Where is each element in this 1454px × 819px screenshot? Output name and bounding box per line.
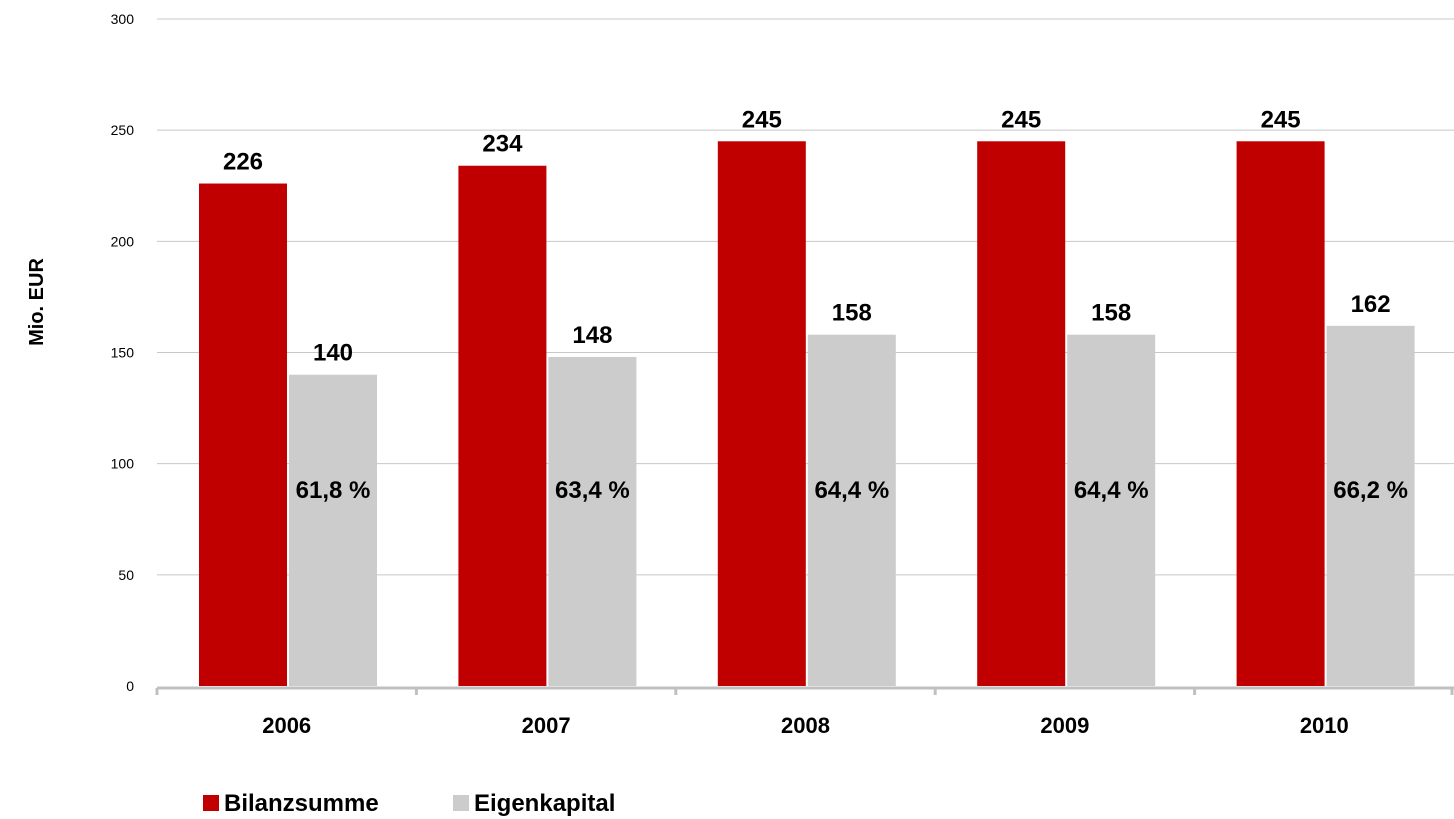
percent-label: 63,4 % (555, 477, 630, 504)
data-label: 226 (223, 149, 263, 176)
y-tick-label: 0 (126, 678, 134, 694)
bar-bilanzsumme-2008 (717, 141, 806, 687)
legend-swatch-eigenkapital (453, 795, 469, 811)
data-label: 158 (832, 300, 872, 327)
bar-eigenkapital-2008 (807, 334, 896, 686)
data-labels: 226 140 61,8 % 234 148 63,4 % 245 158 64,4 % 245 1… (223, 106, 1408, 504)
data-label: 245 (742, 106, 782, 133)
bar-eigenkapital-2009 (1067, 334, 1156, 686)
data-label: 234 (482, 131, 523, 158)
y-axis-ticks: 0 50 100 150 200 250 300 (111, 11, 135, 694)
bar-bilanzsumme-2007 (458, 165, 547, 687)
percent-label: 64,4 % (814, 477, 889, 504)
bar-bilanzsumme-2010 (1236, 141, 1325, 687)
data-label: 148 (572, 322, 612, 349)
bar-bilanzsumme-2006 (199, 183, 287, 686)
x-tick-label: 2010 (1300, 713, 1349, 738)
legend-swatch-bilanzsumme (203, 795, 219, 811)
legend-label: Eigenkapital (474, 790, 615, 817)
percent-label: 64,4 % (1074, 477, 1149, 504)
y-tick-label: 200 (111, 233, 135, 249)
data-label: 140 (313, 340, 353, 367)
y-axis-label: Mio. EUR (26, 258, 48, 346)
bar-eigenkapital-2006 (289, 374, 377, 686)
percent-label: 66,2 % (1333, 477, 1408, 504)
x-tick-label: 2007 (522, 713, 571, 738)
y-tick-label: 150 (111, 345, 135, 361)
x-tick-label: 2006 (262, 713, 311, 738)
x-tick-label: 2008 (781, 713, 830, 738)
data-label: 158 (1091, 300, 1131, 327)
data-label: 245 (1001, 106, 1041, 133)
y-tick-label: 50 (118, 567, 134, 583)
y-tick-label: 100 (111, 456, 135, 472)
legend-label: Bilanzsumme (224, 790, 379, 817)
bars (199, 141, 1415, 687)
y-tick-label: 300 (111, 11, 135, 27)
bar-eigenkapital-2007 (548, 356, 637, 686)
x-tick-label: 2009 (1040, 713, 1089, 738)
bar-eigenkapital-2010 (1326, 325, 1415, 686)
percent-label: 61,8 % (296, 477, 371, 504)
x-axis: 2006 2007 2008 2009 2010 (155, 686, 1454, 738)
data-label: 245 (1261, 106, 1301, 133)
bar-bilanzsumme-2009 (977, 141, 1066, 687)
legend: Bilanzsumme Eigenkapital (203, 790, 615, 817)
y-tick-label: 250 (111, 122, 135, 138)
data-label: 162 (1351, 291, 1391, 318)
